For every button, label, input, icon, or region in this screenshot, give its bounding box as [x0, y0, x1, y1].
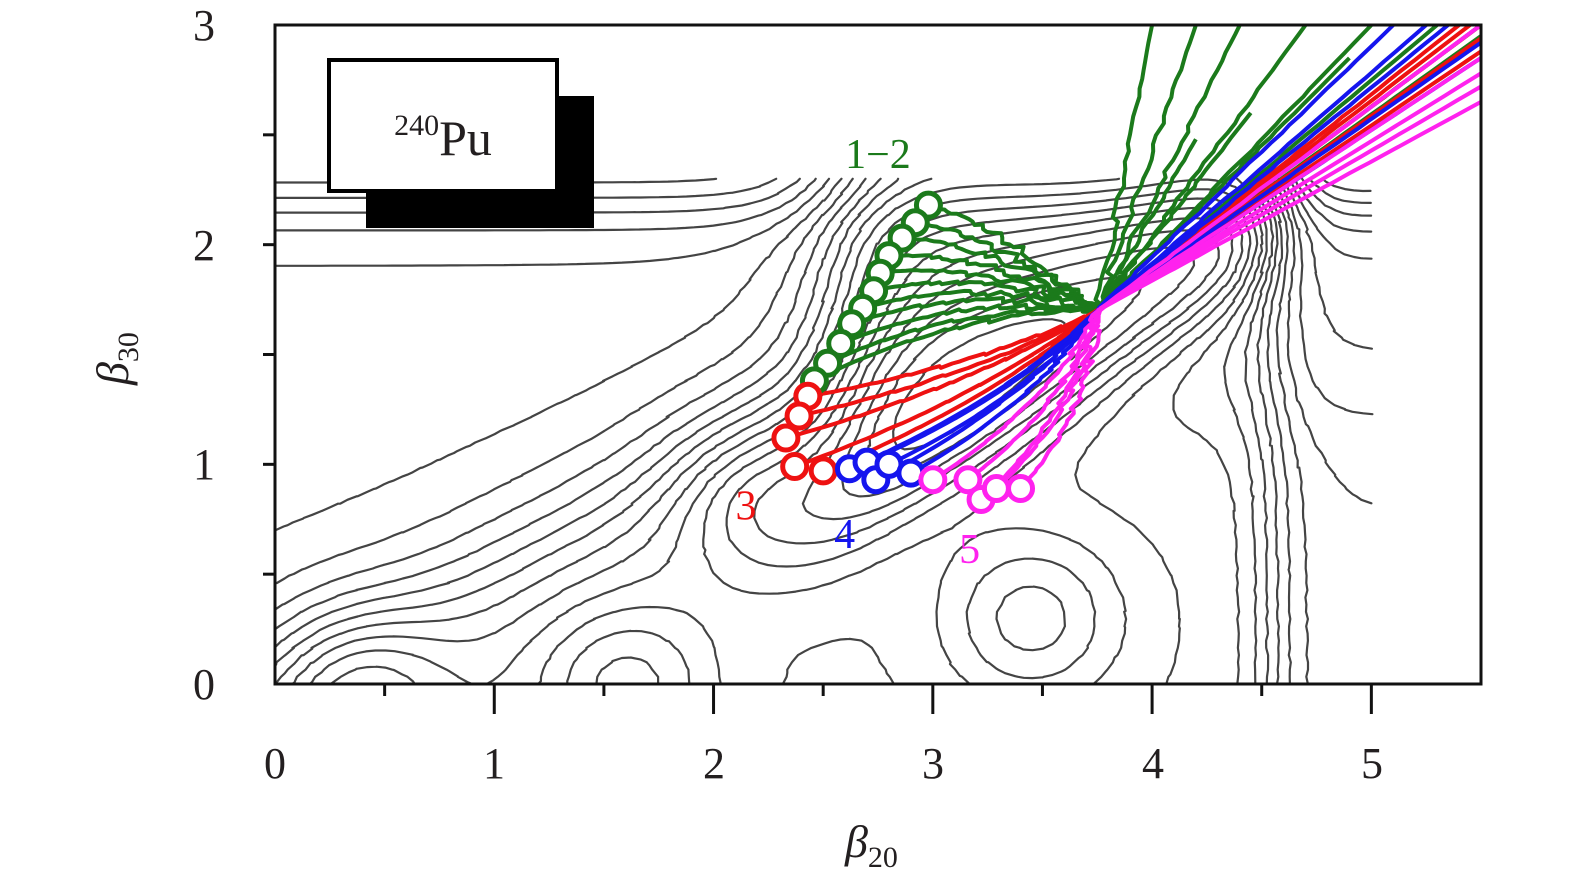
x-axis-label: β20 [844, 816, 898, 871]
contour-line [275, 177, 1280, 684]
contour-line [275, 177, 1373, 350]
y-axis-subscript: 30 [112, 332, 145, 362]
axis-ticks [263, 133, 1373, 714]
x-tick-label: 5 [1361, 739, 1383, 788]
trajectory-line [785, 25, 1472, 440]
x-tick-label: 2 [703, 739, 725, 788]
potential-energy-contours [275, 177, 1374, 684]
y-axis-symbol: β [87, 362, 138, 386]
trajectory-line [1019, 100, 1481, 490]
group-label-1-2: 1−2 [845, 132, 911, 178]
nucleus-legend-box: 240Pu [327, 58, 594, 228]
trajectory-start-markers [771, 190, 1036, 514]
group-label-3: 3 [735, 483, 756, 529]
x-tick-label: 3 [922, 739, 944, 788]
trajectory-start-circle [1006, 473, 1036, 503]
fission-trajectories [785, 25, 1481, 501]
contour-line [1321, 177, 1372, 193]
group-label-5: 5 [959, 527, 980, 573]
y-tick-label: 1 [193, 440, 215, 489]
trajectory-line [873, 138, 1198, 313]
trajectory-line [931, 25, 1481, 482]
trajectory-line [866, 25, 1428, 464]
y-tick-label: 3 [193, 1, 215, 50]
contour-line [275, 177, 1374, 532]
x-axis-symbol: β [844, 816, 868, 867]
trajectory-start-circle [771, 423, 801, 453]
contour-line [329, 197, 1252, 684]
trajectory-start-circle [780, 452, 810, 482]
legend-box [327, 58, 559, 193]
contour-line [275, 177, 1373, 260]
x-axis-subscript: 20 [868, 841, 898, 871]
nucleus-mass-number: 240 [394, 109, 439, 142]
contour-line [275, 177, 1310, 684]
trajectory-start-circle [808, 456, 838, 486]
trajectory-line [888, 25, 1308, 310]
y-tick-label: 0 [193, 660, 215, 709]
trajectory-start-circle [981, 473, 1011, 503]
contour-line [275, 177, 1275, 684]
group-label-4: 4 [834, 512, 855, 558]
x-tick-label: 4 [1142, 739, 1164, 788]
nucleus-symbol: Pu [439, 110, 492, 166]
trajectory-start-circle [918, 465, 948, 495]
x-tick-labels: 0 1 2 3 4 5 [264, 739, 1383, 788]
trajectory-line [902, 25, 1242, 313]
trajectory-start-circle [784, 401, 814, 431]
y-tick-label: 2 [193, 221, 215, 270]
x-tick-label: 1 [483, 739, 505, 788]
trajectory-start-circle [953, 465, 983, 495]
y-axis-label: β30 [87, 332, 145, 386]
nucleus-label: 240Pu [394, 109, 492, 166]
y-tick-labels: 0 1 2 3 [193, 1, 215, 709]
x-tick-label: 0 [264, 739, 286, 788]
contour-line [275, 177, 1292, 684]
group-labels: 1−2 3 4 5 [735, 132, 980, 573]
trajectory-start-circle [826, 329, 856, 359]
